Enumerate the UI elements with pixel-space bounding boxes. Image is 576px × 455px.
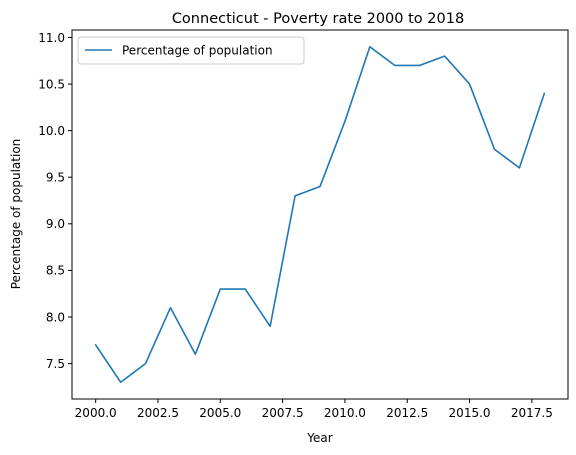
legend: Percentage of population [77,36,305,65]
x-axis: 2000.0 2002.5 2005.0 2007.5 2010.0 2012.5 2015… [75,399,553,420]
plot-area [94,45,546,384]
x-axis-label: Year [306,431,332,445]
y-axis: 7.5 8.0 8.5 9.0 9.5 10.0 10.5 11.0 [38,31,72,371]
x-tick-label: 2000.0 [75,406,117,420]
x-tick-label: 2005.0 [199,406,241,420]
legend-box [77,36,305,65]
y-tick-label: 8.5 [46,264,65,278]
x-tick-label: 2015.0 [449,406,491,420]
plot-frame [71,29,569,400]
y-tick-label: 9.5 [46,171,65,185]
y-tick-label: 10.0 [38,124,65,138]
x-tick-label: 2002.5 [137,406,179,420]
x-tick-label: 2007.5 [262,406,304,420]
legend-label: Percentage of population [122,44,273,58]
y-tick-label: 11.0 [38,31,65,45]
y-tick-label: 9.0 [46,217,65,231]
x-tick-label: 2017.5 [511,406,553,420]
y-tick-label: 10.5 [38,77,65,91]
y-tick-label: 8.0 [46,310,65,324]
series-line-0 [94,45,546,384]
y-axis-label: Percentage of population [9,139,23,290]
x-tick-label: 2010.0 [324,406,366,420]
x-tick-label: 2012.5 [386,406,428,420]
chart-title: Connecticut - Poverty rate 2000 to 2018 [172,11,464,27]
y-tick-label: 7.5 [46,357,65,371]
